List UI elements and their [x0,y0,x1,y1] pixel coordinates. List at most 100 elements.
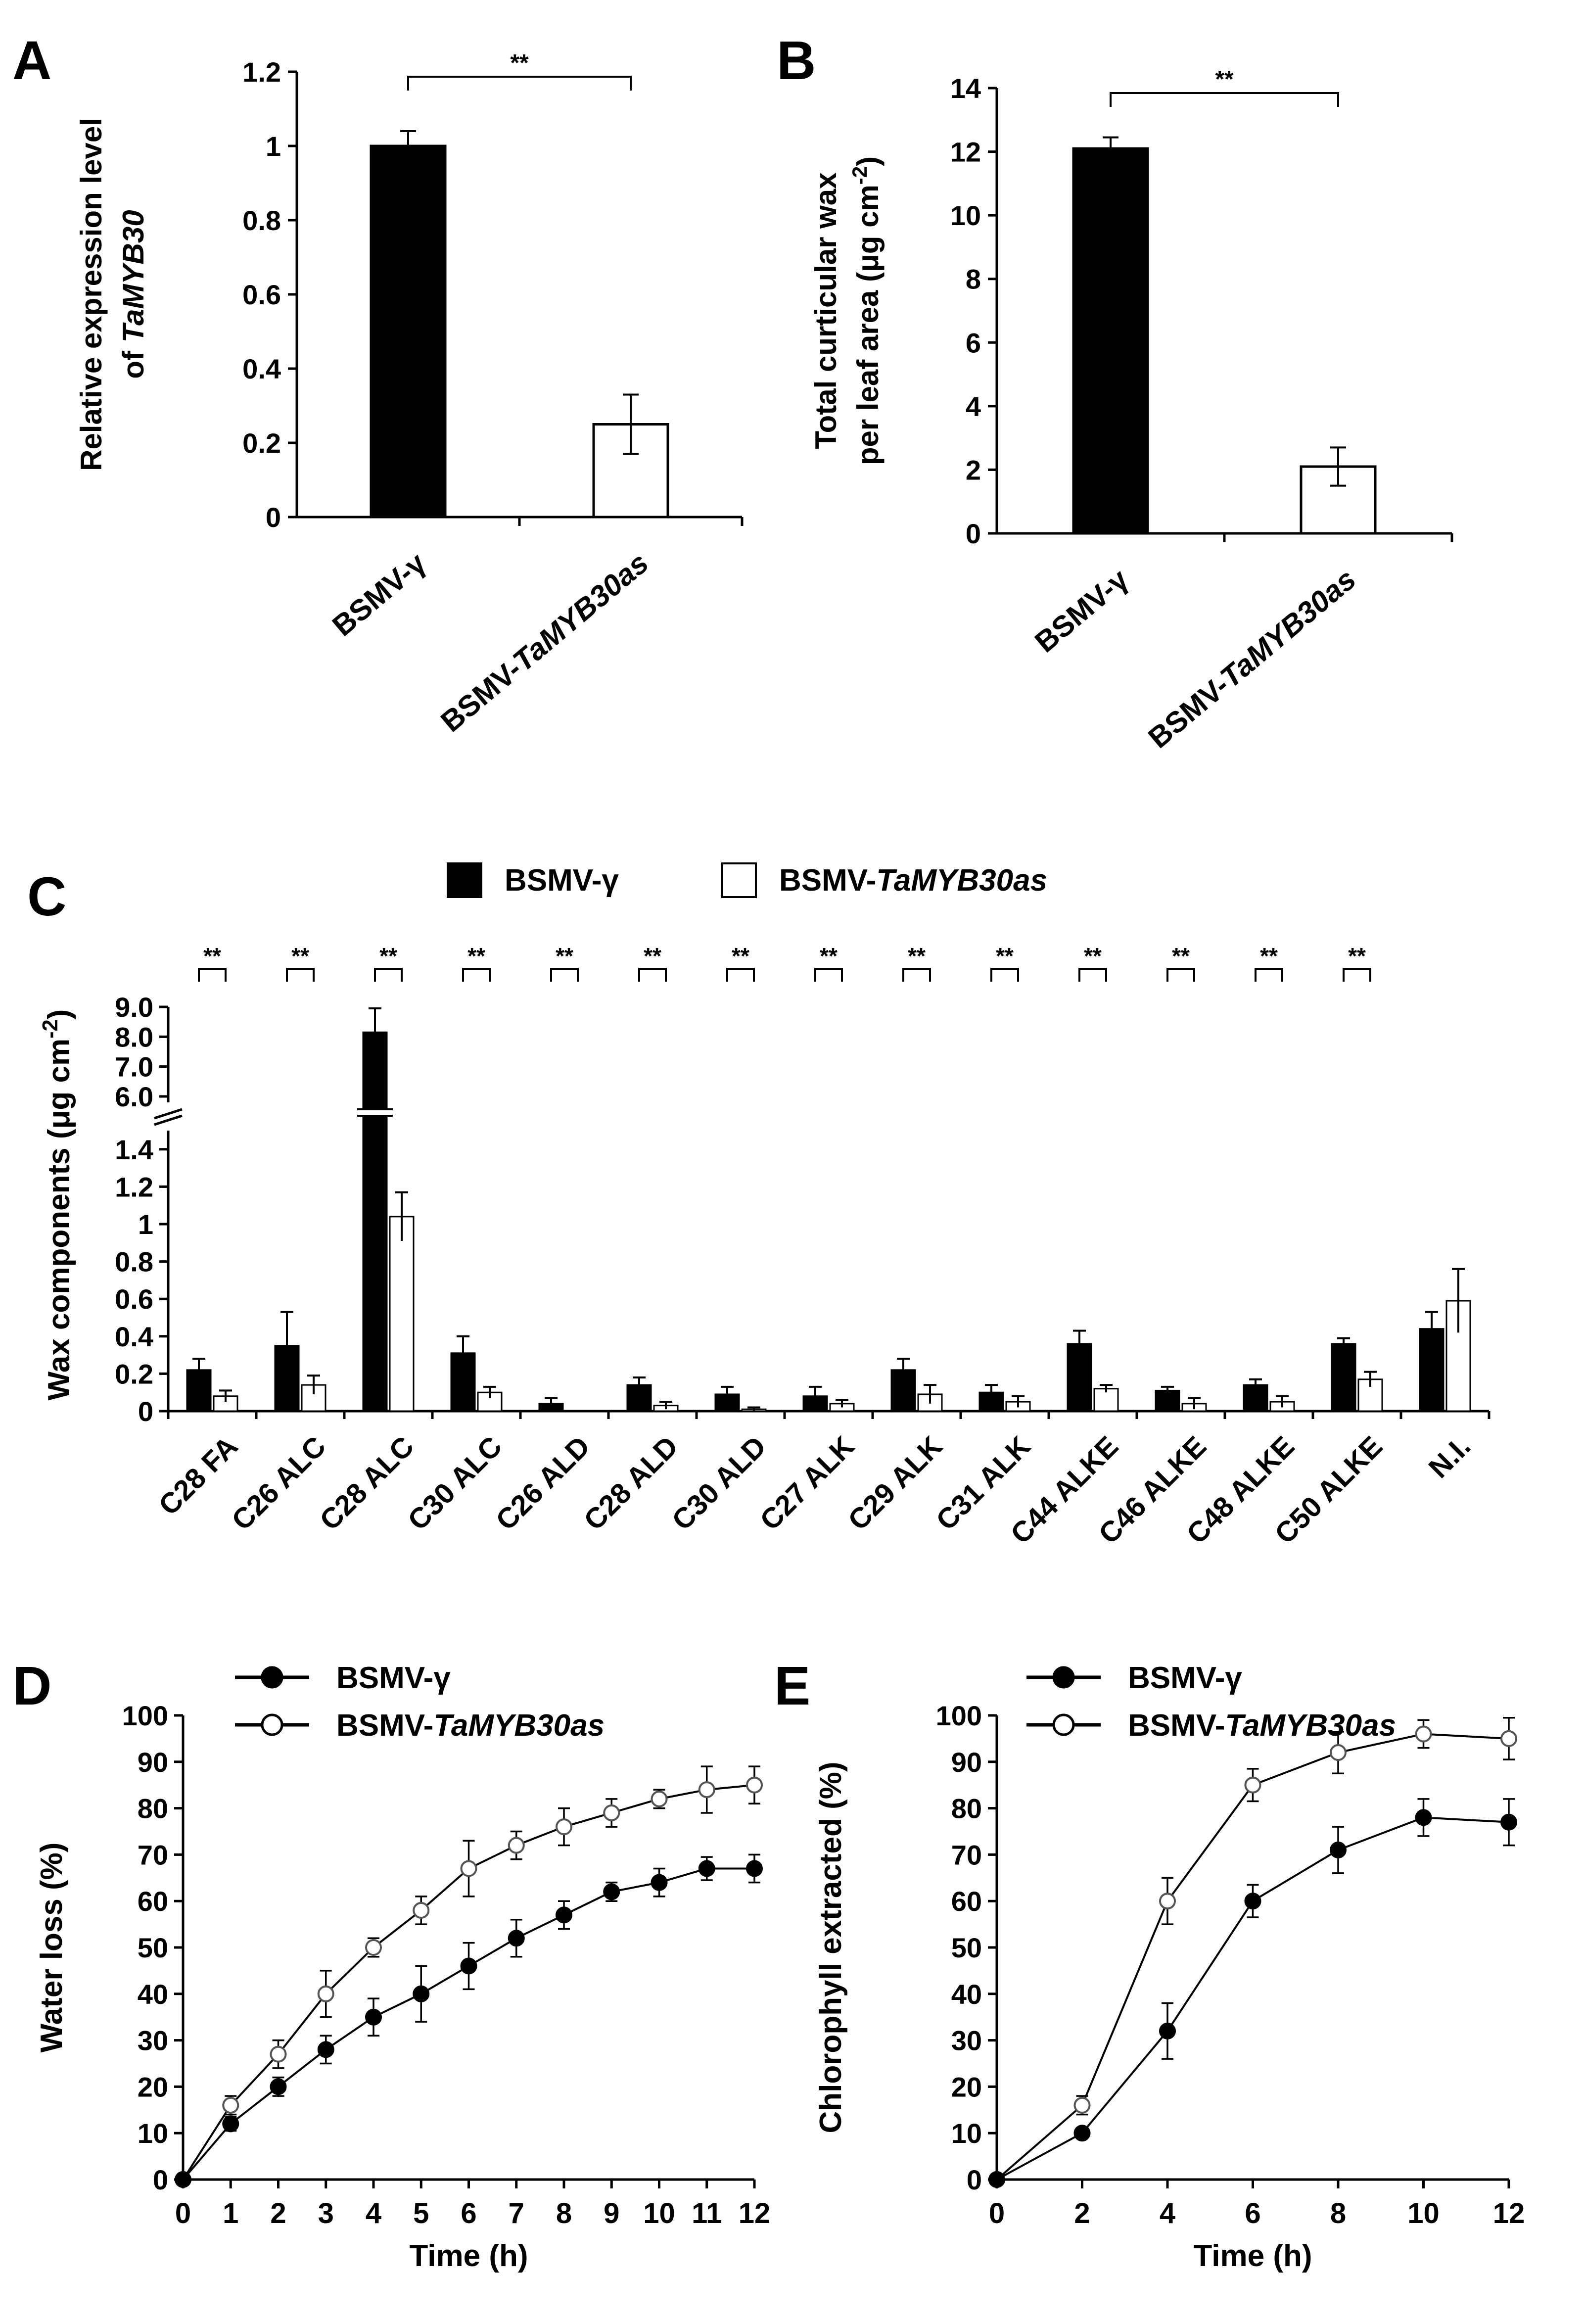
y-tick-label: 90 [951,1747,982,1778]
y-tick-label: 50 [138,1932,168,1963]
data-point [413,1901,430,1919]
y-tick-label: 60 [951,1886,982,1917]
legend-label: BSMV-TaMYB30as [1128,1708,1396,1743]
y-tick-label: 80 [951,1793,982,1824]
legend-swatch [721,862,757,898]
x-tick-label: 6 [461,2197,476,2229]
series-line [996,1816,1509,2181]
significance-label: ** [1172,943,1190,969]
significance-label: ** [510,50,529,76]
significance-label: ** [732,943,749,969]
data-point [556,1906,572,1924]
panel-e: 0 10 20 30 40 50 60 70 80 90 100 0 2 4 6 8 10 12 Time (h) C… [774,1656,1525,2273]
data-point [1073,2125,1091,2142]
panel-letter: D [12,1656,51,1716]
bar [1072,147,1149,535]
data-point [603,1804,620,1821]
y-axis-label: Water loss (%) [35,1843,69,2053]
x-tick-label: 1 [223,2197,238,2229]
x-tick-label: 10 [643,2197,675,2229]
x-tick-label: 12 [739,2197,771,2229]
y-tick-label: 8 [966,264,981,295]
data-point [698,1781,715,1799]
x-tick-label: 9 [604,2197,619,2229]
significance-bracket [1343,968,1371,982]
legend-label: BSMV-γ [1128,1661,1242,1695]
y-tick-label: 0.6 [115,1283,153,1315]
panel-letter: E [774,1656,810,1716]
y-tick-label: 0.4 [242,353,281,384]
significance-label: ** [908,943,926,969]
data-point [270,2078,287,2095]
x-tick-label: BSMV-TaMYB30as [1142,563,1362,755]
data-point [1415,1725,1432,1743]
y-tick-label: 2 [966,454,981,485]
data-point [1415,1809,1432,1826]
y-tick-label: 9.0 [115,992,153,1023]
data-point [746,1860,763,1877]
bar-break-gap [357,1109,393,1116]
x-tick-label: C27 ALK [754,1430,860,1536]
data-point [1159,2022,1176,2039]
y-tick-label: 40 [138,1979,168,2010]
bar [370,144,447,519]
data-point [556,1818,572,1836]
legend-label: BSMV-TaMYB30as [336,1708,605,1743]
x-tick-label: C28 ALC [314,1430,420,1536]
legend-marker [261,1666,283,1689]
significance-bracket [990,968,1019,982]
y-tick-label: 6.0 [115,1081,153,1112]
data-point [460,1957,477,1975]
y-tick-label: 10 [951,2118,982,2149]
x-tick-label: 4 [366,2197,381,2229]
significance-label: ** [556,943,573,969]
data-point [1159,1893,1176,1910]
significance-label: ** [996,943,1014,969]
y-tick-label: 12 [950,137,981,168]
y-tick-label: 14 [950,73,981,104]
y-axis-label: Wax components (μg cm-2) [39,1009,76,1401]
significance-bracket [1110,92,1339,107]
significance-label: ** [1084,943,1102,969]
legend-swatch [447,862,482,898]
bar [714,1393,740,1412]
y-axis-label: per leaf area (μg cm-2) [848,156,885,465]
y-tick-label: 6 [966,327,981,358]
y-tick-label: 80 [138,1793,168,1824]
significance-bracket [462,968,491,982]
y-tick-label: 0.4 [115,1321,153,1352]
bar [362,1115,388,1412]
data-point [365,2008,382,2026]
x-tick-label: 8 [1330,2197,1346,2229]
y-axis-label: Relative expression level [75,118,108,471]
significance-label: ** [467,943,485,969]
bar [1331,1343,1356,1412]
x-axis-label: Time (h) [1194,2239,1312,2273]
data-point [222,2096,239,2114]
significance-label: ** [1215,66,1234,93]
y-tick-label: 70 [951,1839,982,1870]
bar [389,1216,415,1412]
y-tick-label: 1.4 [115,1134,153,1165]
significance-label: ** [379,943,397,969]
x-tick-label: 4 [1160,2197,1175,2229]
data-point [1500,1730,1517,1747]
x-tick-label: 2 [270,2197,286,2229]
x-tick-label: 8 [556,2197,572,2229]
data-point [1330,1744,1347,1761]
axis-break-mark [154,1108,183,1120]
significance-bracket [638,968,667,982]
y-tick-label: 30 [138,2025,168,2056]
y-tick-label: 70 [138,1839,168,1870]
y-tick-label: 0.6 [242,279,281,310]
x-tick-label: C26 ALD [490,1430,596,1536]
significance-bracket [902,968,931,982]
legend-marker [1052,1666,1075,1689]
x-tick-label: 3 [318,2197,334,2229]
panel-letter: A [12,30,51,91]
x-tick-label: 11 [692,2197,722,2229]
significance-label: ** [291,943,309,969]
legend-label: BSMV-γ [336,1661,451,1695]
y-tick-label: 60 [138,1886,168,1917]
